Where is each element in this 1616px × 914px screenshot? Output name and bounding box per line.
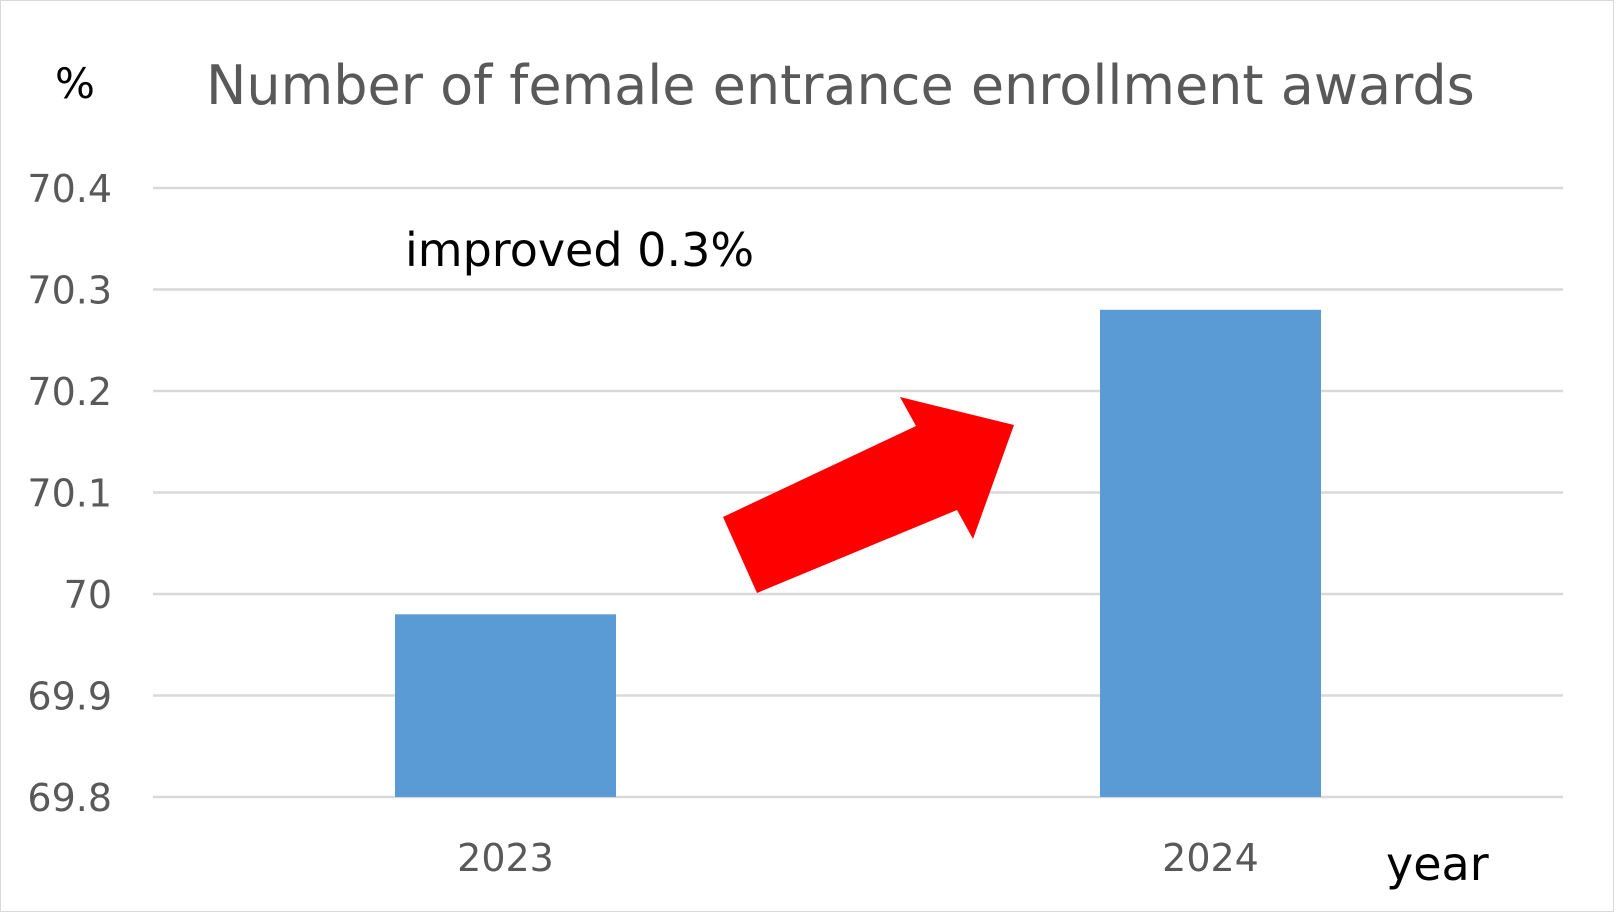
x-axis-title: year xyxy=(1386,837,1489,891)
increase-arrow-icon xyxy=(723,397,1014,593)
y-axis-ticks: 69.8 69.9 70 70.1 70.2 70.3 70.4 xyxy=(27,167,112,820)
bar-2024 xyxy=(1100,309,1321,797)
y-tick-label: 70.3 xyxy=(27,269,112,313)
y-tick-label: 70.1 xyxy=(27,472,112,516)
y-tick-label: 69.9 xyxy=(27,675,112,719)
y-tick-label: 70.2 xyxy=(27,370,112,414)
chart-title: Number of female entrance enrollment awa… xyxy=(206,54,1475,117)
y-axis-unit-label: % xyxy=(55,59,95,108)
y-tick-label: 70 xyxy=(64,573,112,617)
x-axis-ticks: 2023 2024 xyxy=(457,836,1259,880)
improvement-annotation: improved 0.3% xyxy=(405,223,754,277)
x-tick-label: 2023 xyxy=(457,836,554,880)
bars xyxy=(395,309,1321,797)
x-tick-label: 2024 xyxy=(1162,836,1259,880)
y-tick-label: 69.8 xyxy=(27,776,112,820)
y-tick-label: 70.4 xyxy=(27,167,112,211)
bar-2023 xyxy=(395,614,616,797)
gridlines xyxy=(153,186,1563,799)
